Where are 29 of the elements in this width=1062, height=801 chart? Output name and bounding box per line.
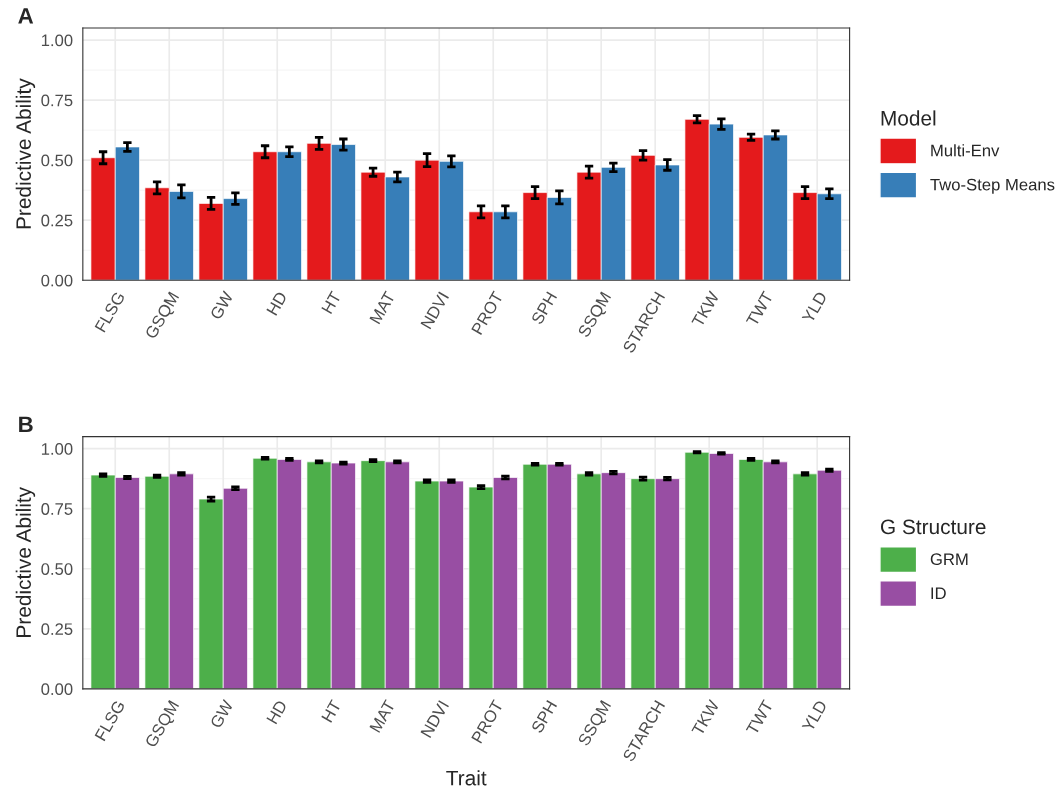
y-tick-label: 0.00: [41, 683, 73, 696]
legend-label: Two-Step Means: [930, 178, 1055, 194]
y-tick-label: 1.00: [41, 34, 73, 47]
y-tick-label: 0.25: [41, 214, 73, 227]
x-tick-label: HD: [266, 290, 288, 316]
x-tick-label: HT: [321, 290, 342, 315]
x-tick-label: HD: [266, 699, 288, 725]
y-axis-title: Predictive Ability: [15, 78, 36, 229]
legend-title: Model: [881, 110, 936, 126]
y-tick-label: 1.00: [41, 443, 73, 455]
y-tick-label: 0.25: [41, 623, 73, 636]
y-tick-label: 0.00: [41, 274, 73, 287]
x-axis-title: Trait: [446, 770, 487, 786]
x-tick-label: GW: [209, 698, 234, 729]
x-tick-label: YLD: [801, 290, 828, 324]
x-tick-label: YLD: [801, 699, 828, 733]
x-tick-label: HT: [321, 699, 342, 723]
y-tick-label: 0.75: [41, 503, 73, 515]
y-tick-label: 0.75: [41, 94, 73, 107]
y-tick-label: 0.50: [41, 154, 73, 167]
chart-title: A: [18, 8, 34, 24]
legend-label: ID: [931, 587, 946, 599]
legend-title: G Structure: [880, 519, 986, 535]
legend-label: Multi-Env: [931, 144, 1000, 157]
x-tick-label: GW: [209, 290, 234, 321]
y-tick-label: 0.50: [41, 563, 73, 575]
chart-title: B: [19, 416, 33, 433]
y-axis-title: Predictive Ability: [15, 486, 36, 637]
legend-label: GRM: [930, 553, 968, 566]
